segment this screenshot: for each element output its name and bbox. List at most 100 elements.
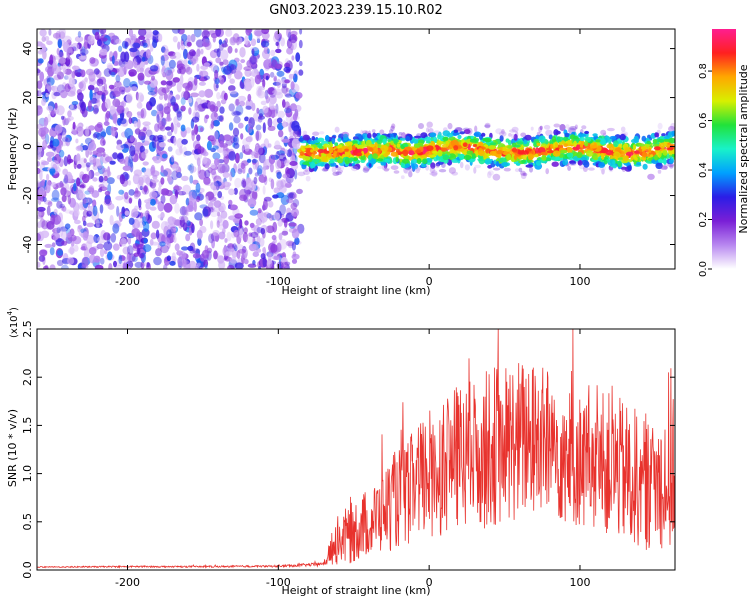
heatmap-cell <box>363 167 371 171</box>
heatmap-cell <box>301 148 306 152</box>
snr-plot: -200 -100 0 100 0.0 0.5 1.0 1.5 2.0 2.5 Height o… <box>6 307 676 597</box>
heatmap-cell <box>262 122 266 134</box>
heatmap-cell <box>124 173 130 180</box>
heatmap-cell <box>222 150 228 157</box>
colorbar-tick-label: 0.2 <box>698 212 709 228</box>
heatmap-cell <box>58 212 63 222</box>
heatmap-cell <box>160 188 170 196</box>
heatmap-cell <box>393 170 400 174</box>
heatmap-cell <box>284 62 291 69</box>
heatmap-cell <box>232 127 240 137</box>
heatmap-cell <box>209 104 216 112</box>
heatmap-cell <box>133 193 140 200</box>
heatmap-cell <box>196 157 201 167</box>
heatmap-cell <box>277 110 285 119</box>
heatmap-cell <box>174 243 180 252</box>
heatmap-cell <box>156 114 160 123</box>
heatmap-cell <box>510 133 515 139</box>
heatmap-cell <box>349 157 354 162</box>
heatmap-cell <box>286 198 294 204</box>
heatmap-cell <box>104 249 108 255</box>
heatmap-cell <box>41 98 46 106</box>
heatmap-cell <box>291 120 300 132</box>
heatmap-cell <box>108 263 113 269</box>
heatmap-cell <box>152 135 160 142</box>
heatmap-cell <box>536 131 541 137</box>
heatmap-cell <box>114 80 122 89</box>
heatmap-cell <box>37 221 42 229</box>
heatmap-cell <box>413 135 422 139</box>
heatmap-cell <box>284 92 291 97</box>
heatmap-cell <box>43 265 49 269</box>
snr-xtick-label: -200 <box>115 576 140 589</box>
heatmap-cell <box>650 154 654 158</box>
heatmap-cell <box>57 249 63 256</box>
colorbar-tick-label: 0.8 <box>698 63 709 79</box>
heatmap-cell <box>126 111 133 118</box>
heatmap-cell <box>284 101 290 110</box>
heatmap-cell <box>389 129 394 135</box>
heatmap-cell <box>189 175 194 184</box>
heatmap-cell <box>143 186 148 192</box>
heatmap-cell <box>459 131 466 135</box>
heatmap-cell <box>151 241 159 246</box>
heatmap-cell <box>600 129 607 136</box>
heatmap-cell <box>428 128 434 134</box>
heatmap-cell <box>159 125 166 132</box>
heatmap-cell <box>39 29 47 37</box>
heatmap-cell <box>271 234 277 241</box>
heatmap-cell <box>671 130 675 137</box>
heatmap-cell <box>150 232 157 240</box>
heatmap-cell <box>128 117 133 124</box>
heatmap-xtick-label: -200 <box>115 275 140 288</box>
heatmap-cell <box>187 97 193 104</box>
heatmap-cell <box>154 123 160 132</box>
heatmap-cell <box>163 92 168 101</box>
heatmap-cell <box>228 85 236 92</box>
heatmap-cell <box>176 110 182 118</box>
heatmap-cell <box>242 138 251 147</box>
heatmap-cell <box>448 167 456 174</box>
heatmap-cell <box>40 43 46 54</box>
heatmap-cell <box>291 55 295 61</box>
heatmap-cell <box>608 166 614 173</box>
heatmap-cell <box>78 81 84 89</box>
heatmap-cell <box>178 189 182 196</box>
heatmap-cell <box>175 172 183 179</box>
heatmap-cell <box>216 92 221 100</box>
heatmap-cell <box>151 178 159 183</box>
heatmap-cell <box>403 168 411 174</box>
heatmap-cell <box>112 113 118 124</box>
heatmap-cell <box>555 130 561 135</box>
heatmap-cell <box>57 57 67 64</box>
heatmap-cell <box>49 264 56 269</box>
heatmap-cell <box>99 29 107 35</box>
heatmap-cell <box>516 141 524 145</box>
heatmap-cell <box>508 133 512 137</box>
heatmap-cell <box>81 264 89 269</box>
heatmap-cell <box>157 186 162 195</box>
heatmap-cell <box>247 263 257 268</box>
heatmap-cell <box>368 147 374 152</box>
heatmap-cell <box>355 133 362 137</box>
heatmap-cell <box>441 147 447 152</box>
heatmap-cell <box>166 255 172 262</box>
heatmap-cell <box>107 64 114 71</box>
heatmap-cell <box>107 203 115 210</box>
heatmap-cell <box>60 187 67 196</box>
heatmap-cell <box>457 134 462 140</box>
heatmap-cell <box>197 237 202 246</box>
heatmap-cell <box>310 149 314 153</box>
heatmap-cell <box>262 247 266 254</box>
heatmap-cell <box>270 49 276 57</box>
heatmap-cell <box>592 133 598 137</box>
heatmap-cell <box>171 170 179 181</box>
heatmap-cell <box>255 130 260 142</box>
heatmap-cell <box>234 98 239 107</box>
heatmap-cell <box>237 95 247 102</box>
heatmap-cell <box>245 29 252 36</box>
heatmap-ytick-label: 20 <box>21 91 34 105</box>
heatmap-cell <box>123 86 131 93</box>
heatmap-cell <box>502 146 506 152</box>
heatmap-cell <box>77 92 84 101</box>
